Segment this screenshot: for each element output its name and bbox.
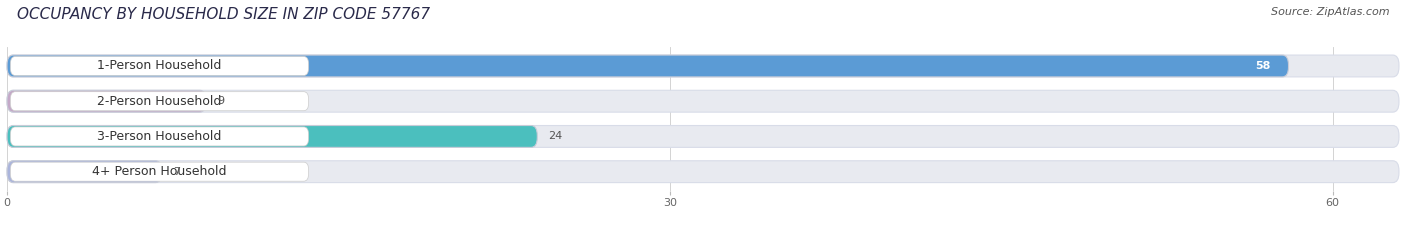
Text: 9: 9	[217, 96, 224, 106]
Text: 1-Person Household: 1-Person Household	[97, 59, 222, 72]
Text: Source: ZipAtlas.com: Source: ZipAtlas.com	[1271, 7, 1389, 17]
Text: 7: 7	[173, 167, 180, 177]
Text: 4+ Person Household: 4+ Person Household	[93, 165, 226, 178]
FancyBboxPatch shape	[7, 55, 1288, 77]
FancyBboxPatch shape	[7, 126, 537, 147]
FancyBboxPatch shape	[10, 92, 308, 111]
Text: 24: 24	[548, 131, 562, 141]
FancyBboxPatch shape	[7, 55, 1399, 77]
Text: OCCUPANCY BY HOUSEHOLD SIZE IN ZIP CODE 57767: OCCUPANCY BY HOUSEHOLD SIZE IN ZIP CODE …	[17, 7, 430, 22]
FancyBboxPatch shape	[7, 126, 1399, 147]
Text: 58: 58	[1256, 61, 1271, 71]
FancyBboxPatch shape	[7, 90, 1399, 112]
FancyBboxPatch shape	[7, 90, 205, 112]
FancyBboxPatch shape	[10, 127, 308, 146]
FancyBboxPatch shape	[7, 161, 162, 183]
Text: 2-Person Household: 2-Person Household	[97, 95, 222, 108]
FancyBboxPatch shape	[10, 56, 308, 75]
Text: 3-Person Household: 3-Person Household	[97, 130, 222, 143]
FancyBboxPatch shape	[10, 162, 308, 181]
FancyBboxPatch shape	[7, 161, 1399, 183]
